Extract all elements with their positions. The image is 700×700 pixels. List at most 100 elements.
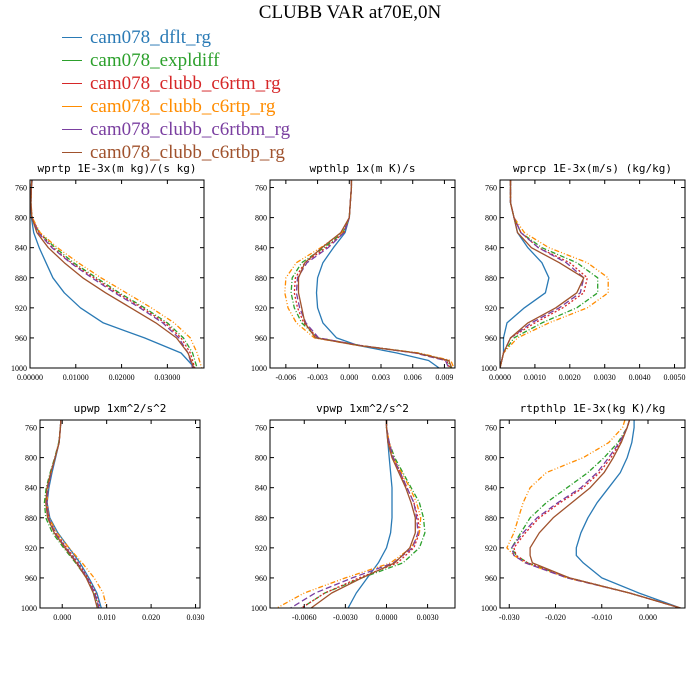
series-line-cam078_clubb_c6rtbm_rg-panel-2: [500, 180, 585, 368]
panel-series-group-0: [30, 180, 203, 368]
legend-label-4: cam078_clubb_c6rtbm_rg: [90, 118, 291, 140]
legend-swatch-0: [62, 37, 82, 38]
ytick-label-2-1: 800: [485, 214, 497, 223]
series-line-cam078_clubb_c6rtbp_rg-panel-3: [45, 420, 98, 608]
xtick-label-4-1: -0.0030: [333, 613, 358, 622]
series-line-cam078_clubb_c6rtp_rg-panel-1: [284, 180, 455, 368]
ytick-label-3-6: 1000: [21, 604, 37, 613]
series-line-cam078_expldiff-panel-1: [290, 180, 452, 368]
legend-label-2: cam078_clubb_c6rtm_rg: [90, 72, 281, 94]
ytick-label-3-0: 760: [25, 424, 37, 433]
panel-4: vpwp 1xm^2/s^2 760 800 840 880 920 960 1000 -0.0…: [251, 402, 456, 622]
panel-1: wpthlp 1x(m K)/s 760 800 840 880 920 960 1000 -0…: [251, 162, 456, 382]
series-line-cam078_clubb_c6rtbm_rg-panel-3: [46, 420, 100, 608]
series-line-cam078_clubb_c6rtbp_rg-panel-5: [529, 420, 681, 608]
panel-title-3: upwp 1xm^2/s^2: [74, 402, 167, 415]
ytick-label-0-3: 880: [15, 274, 27, 283]
series-line-cam078_clubb_c6rtbp_rg-panel-2: [500, 180, 585, 368]
xtick-label-3-3: 0.030: [187, 613, 205, 622]
ytick-label-1-4: 920: [255, 304, 267, 313]
panel-series-group-1: [284, 180, 455, 368]
legend-label-5: cam078_clubb_c6rtbp_rg: [90, 141, 285, 163]
legend-item-3: cam078_clubb_c6rtp_rg: [62, 95, 290, 118]
ytick-label-0-5: 960: [15, 334, 27, 343]
series-line-cam078_clubb_c6rtp_rg-panel-4: [276, 420, 422, 608]
series-line-cam078_dflt_rg-panel-4: [347, 420, 393, 608]
panel-frame-3: [39, 419, 201, 609]
legend-swatch-2: [62, 83, 82, 84]
panel-2: wprcp 1E-3x(m/s) (kg/kg) 760 800 840 880 920 9…: [481, 162, 686, 382]
series-line-cam078_clubb_c6rtm_rg-panel-4: [301, 420, 421, 608]
xtick-label-4-3: 0.0030: [417, 613, 439, 622]
xtick-label-5-1: -0.020: [545, 613, 566, 622]
series-line-cam078_dflt_rg-panel-0: [30, 180, 196, 368]
xtick-label-1-1: -0.003: [307, 373, 328, 382]
series-line-cam078_dflt_rg-panel-3: [46, 420, 102, 608]
series-line-cam078_expldiff-panel-4: [301, 420, 426, 608]
ytick-label-4-4: 920: [255, 544, 267, 553]
xtick-label-2-3: 0.0030: [594, 373, 616, 382]
xtick-label-5-2: -0.010: [591, 613, 612, 622]
series-line-cam078_dflt_rg-panel-2: [500, 180, 550, 368]
ytick-label-2-3: 880: [485, 274, 497, 283]
ytick-label-3-1: 800: [25, 454, 37, 463]
xtick-label-2-1: 0.0010: [524, 373, 546, 382]
ytick-label-0-4: 920: [15, 304, 27, 313]
xtick-label-3-0: 0.000: [53, 613, 71, 622]
ytick-label-5-2: 840: [485, 484, 497, 493]
ytick-label-4-6: 1000: [251, 604, 267, 613]
series-line-cam078_expldiff-panel-0: [30, 180, 198, 368]
ytick-label-2-6: 1000: [481, 364, 497, 373]
panel-5: rtpthlp 1E-3x(kg K)/kg 760 800 840 880 920 960…: [481, 402, 686, 622]
figure-title: CLUBB VAR at70E,0N: [258, 2, 442, 23]
ytick-label-1-5: 960: [255, 334, 267, 343]
ytick-label-3-5: 960: [25, 574, 37, 583]
panel-series-group-3: [43, 420, 108, 608]
ytick-label-1-3: 880: [255, 274, 267, 283]
panel-frame-0: [29, 179, 205, 369]
ytick-label-1-6: 1000: [251, 364, 267, 373]
series-line-cam078_clubb_c6rtbp_rg-panel-4: [310, 420, 416, 608]
ytick-label-2-0: 760: [485, 184, 497, 193]
xtick-label-1-2: 0.000: [340, 373, 358, 382]
legend-item-1: cam078_expldiff: [62, 49, 290, 72]
xtick-label-1-4: 0.006: [404, 373, 422, 382]
panel-frame-1: [269, 179, 456, 369]
panel-3: upwp 1xm^2/s^2 760 800 840 880 920 960 1000 0.00…: [21, 402, 205, 622]
series-line-cam078_clubb_c6rtm_rg-panel-3: [46, 420, 101, 608]
panel-title-4: vpwp 1xm^2/s^2: [316, 402, 409, 415]
series-line-cam078_clubb_c6rtp_rg-panel-5: [506, 420, 681, 608]
legend-swatch-3: [62, 106, 82, 107]
xtick-label-2-0: 0.0000: [489, 373, 511, 382]
panel-title-1: wpthlp 1x(m K)/s: [310, 162, 416, 175]
series-line-cam078_clubb_c6rtm_rg-panel-1: [293, 180, 451, 368]
legend-label-0: cam078_dflt_rg: [90, 26, 212, 48]
series-line-cam078_clubb_c6rtbm_rg-panel-0: [30, 180, 194, 368]
ytick-label-5-3: 880: [485, 514, 497, 523]
ytick-label-5-5: 960: [485, 574, 497, 583]
xtick-label-1-0: -0.006: [276, 373, 297, 382]
xtick-label-1-5: 0.009: [435, 373, 453, 382]
legend-item-4: cam078_clubb_c6rtbm_rg: [62, 118, 290, 141]
series-line-cam078_clubb_c6rtbp_rg-panel-1: [297, 180, 453, 368]
ytick-label-5-4: 920: [485, 544, 497, 553]
ytick-label-0-2: 840: [15, 244, 27, 253]
xtick-label-0-2: 0.02000: [109, 373, 135, 382]
legend-label-1: cam078_expldiff: [90, 49, 220, 71]
ytick-label-5-6: 1000: [481, 604, 497, 613]
ytick-label-4-1: 800: [255, 454, 267, 463]
ytick-label-4-0: 760: [255, 424, 267, 433]
legend-swatch-4: [62, 129, 82, 130]
legend-item-5: cam078_clubb_c6rtbp_rg: [62, 141, 290, 164]
legend-item-2: cam078_clubb_c6rtm_rg: [62, 72, 290, 95]
panel-frame-4: [269, 419, 456, 609]
xtick-label-3-1: 0.010: [98, 613, 116, 622]
xtick-label-2-2: 0.0020: [559, 373, 581, 382]
xtick-label-4-0: -0.0060: [292, 613, 317, 622]
legend-label-3: cam078_clubb_c6rtp_rg: [90, 95, 276, 117]
series-line-cam078_dflt_rg-panel-1: [315, 180, 440, 368]
panel-series-group-4: [276, 420, 426, 608]
panel-frame-2: [499, 179, 686, 369]
series-line-cam078_clubb_c6rtbm_rg-panel-4: [290, 420, 419, 608]
